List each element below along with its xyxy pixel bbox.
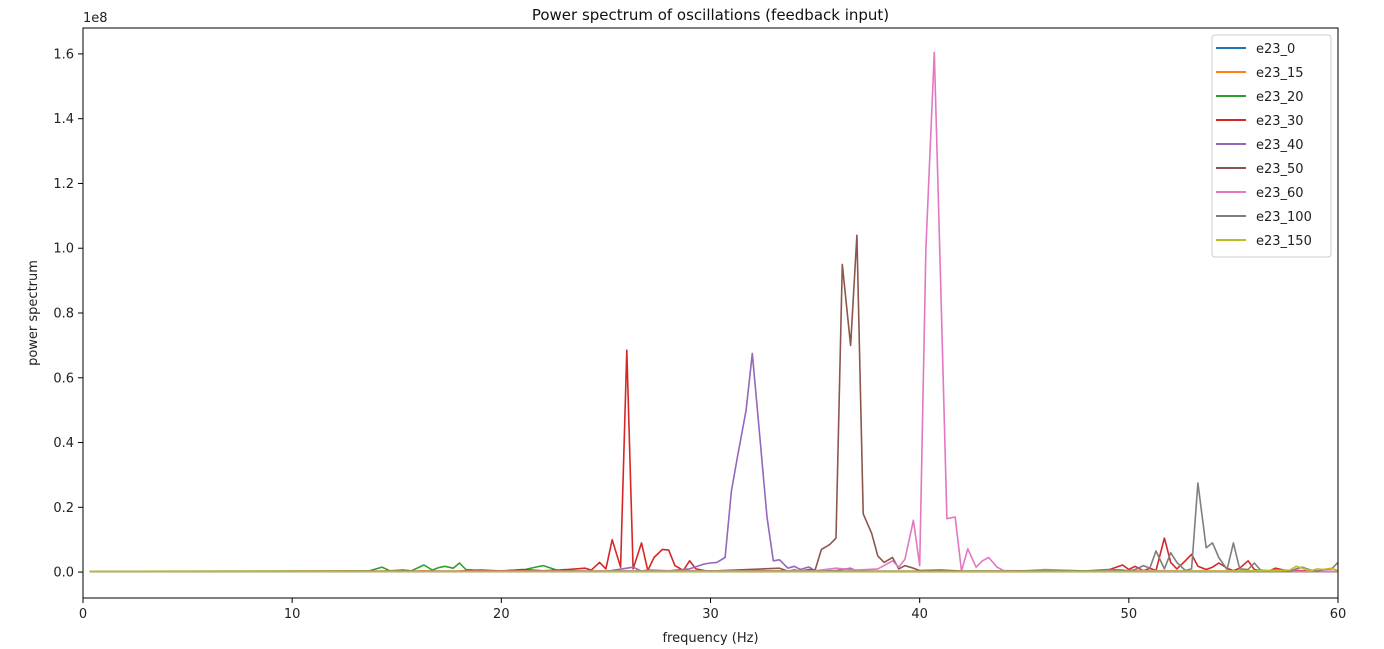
y-tick-label: 1.6: [53, 47, 74, 62]
series-line-e23_60: [89, 51, 1338, 573]
legend-box: [1211, 34, 1332, 258]
legend-label: e23_15: [1256, 66, 1304, 81]
series-line-e23_100: [89, 482, 1338, 573]
series-line-e23_50: [89, 234, 1338, 573]
legend-label: e23_20: [1256, 90, 1304, 105]
y-tick-label: 1.2: [53, 177, 74, 192]
x-axis-label: frequency (Hz): [662, 631, 758, 646]
legend-label: e23_0: [1256, 42, 1295, 57]
legend-label: e23_50: [1256, 162, 1304, 177]
x-tick-label: 40: [911, 607, 928, 622]
series-line-e23_30: [89, 349, 1338, 573]
y-scale-multiplier: 1e8: [83, 11, 108, 26]
y-tick-label: 0.0: [53, 566, 74, 581]
y-tick-label: 1.0: [53, 242, 74, 257]
legend-label: e23_30: [1256, 114, 1304, 129]
x-tick-label: 30: [702, 607, 719, 622]
y-tick-label: 1.4: [53, 112, 74, 127]
legend-label: e23_100: [1256, 210, 1312, 225]
x-tick-label: 0: [79, 607, 87, 622]
y-axis-label: power spectrum: [26, 260, 41, 366]
y-tick-label: 0.6: [53, 371, 74, 386]
chart-title: Power spectrum of oscillations (feedback…: [532, 6, 889, 24]
y-tick-label: 0.2: [53, 501, 74, 516]
y-tick-label: 0.8: [53, 307, 74, 322]
y-tick-label: 0.4: [53, 436, 74, 451]
series-layer: [89, 51, 1338, 573]
y-axis-ticks: 0.0 0.2 0.4 0.6 0.8 1.0 1.2 1.4 1.6: [53, 47, 83, 581]
x-axis-ticks: 0 10 20 30 40 50 60: [79, 598, 1346, 622]
plot-frame: [82, 27, 1339, 599]
x-tick-label: 60: [1330, 607, 1347, 622]
x-tick-label: 20: [493, 607, 510, 622]
legend-label: e23_40: [1256, 138, 1304, 153]
legend: e23_0 e23_15 e23_20 e23_30 e23_40 e23_50 e23_6…: [1211, 34, 1332, 258]
x-tick-label: 50: [1121, 607, 1138, 622]
legend-label: e23_150: [1256, 234, 1312, 249]
series-line-e23_40: [89, 352, 1338, 573]
series-line-e23_150: [89, 565, 1338, 573]
legend-label: e23_60: [1256, 186, 1304, 201]
x-tick-label: 10: [284, 607, 301, 622]
